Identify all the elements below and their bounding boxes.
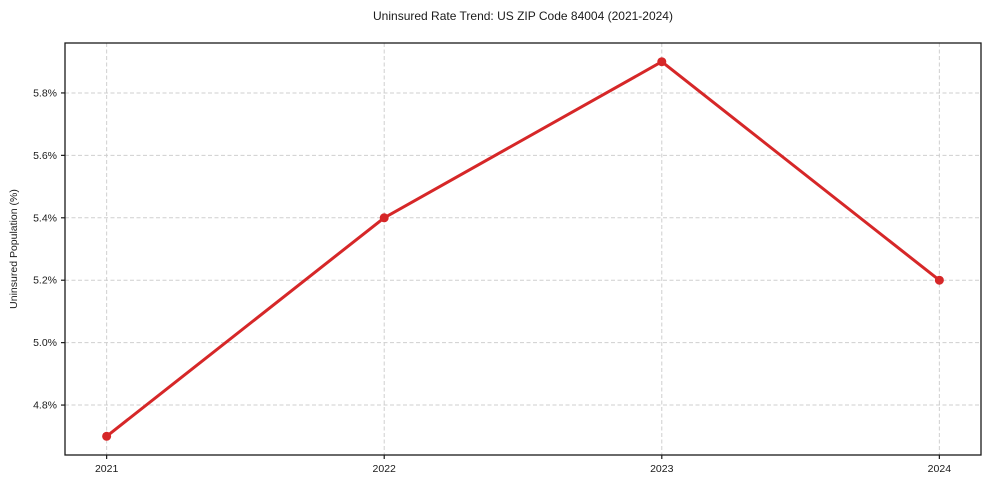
data-point-marker — [379, 213, 389, 223]
y-tick-label: 5.6% — [33, 150, 57, 162]
data-point-marker — [934, 275, 944, 285]
trend-line — [105, 60, 941, 438]
chart-title: Uninsured Rate Trend: US ZIP Code 84004 … — [373, 9, 673, 23]
y-tick-label: 5.4% — [33, 212, 57, 224]
y-tick-label: 5.0% — [33, 337, 57, 349]
plot-border — [64, 42, 982, 456]
data-point-marker — [657, 57, 667, 67]
data-point-marker — [102, 431, 112, 441]
y-tick-label: 5.2% — [33, 275, 57, 287]
y-tick-label: 5.8% — [33, 87, 57, 99]
x-tick-label: 2022 — [373, 463, 397, 475]
x-tick-label: 2021 — [95, 463, 119, 475]
x-tick-label: 2023 — [650, 463, 674, 475]
y-tick-label: 4.8% — [33, 400, 57, 412]
x-tick-label: 2024 — [928, 463, 952, 475]
